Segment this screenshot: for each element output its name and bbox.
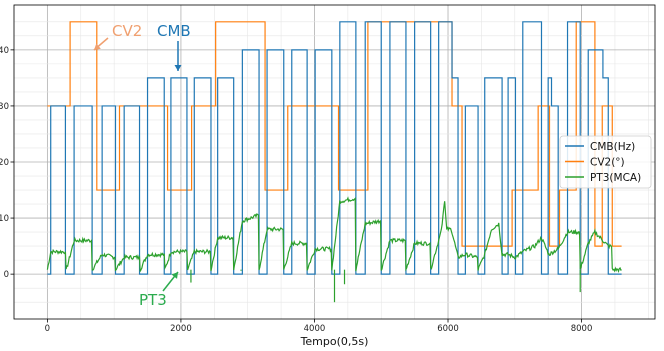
- series-line-cmb: [47, 21, 622, 275]
- x-axis-label: Tempo(0,5s): [300, 335, 369, 348]
- legend-label-pt3: PT3(MCA): [590, 172, 641, 184]
- series-line-pt3: [46, 196, 622, 273]
- legend-box: [559, 135, 652, 189]
- x-tick-label: 0: [45, 324, 50, 334]
- y-tick-label: 0: [4, 270, 9, 280]
- x-tick-label: 2000: [170, 324, 192, 334]
- legend-label-cv2: CV2(°): [590, 156, 625, 168]
- y-tick-label: 40: [0, 46, 9, 56]
- annotation-pt3-arrow: [162, 271, 179, 292]
- x-tick-label: 4000: [304, 324, 326, 334]
- y-tick-label: 10: [0, 214, 9, 224]
- y-tick-label: 20: [0, 158, 9, 168]
- legend-label-cmb: CMB(Hz): [590, 141, 635, 153]
- annotations: CV2 CMB PT3: [93, 22, 191, 309]
- annotation-cmb: CMB: [157, 22, 191, 40]
- ticks: 0 2000 4000 6000 8000 0 10 20 30 40: [0, 46, 592, 334]
- annotation-pt3: PT3: [139, 291, 167, 309]
- x-tick-label: 6000: [437, 324, 459, 334]
- series-layer: [46, 21, 622, 303]
- annotation-cv2: CV2: [112, 22, 142, 40]
- legend: CMB(Hz) CV2(°) PT3(MCA): [559, 135, 652, 189]
- annotation-cv2-arrow: [93, 37, 109, 51]
- y-tick-label: 30: [0, 102, 9, 112]
- x-tick-label: 8000: [571, 324, 593, 334]
- annotation-cmb-arrow: [174, 41, 182, 71]
